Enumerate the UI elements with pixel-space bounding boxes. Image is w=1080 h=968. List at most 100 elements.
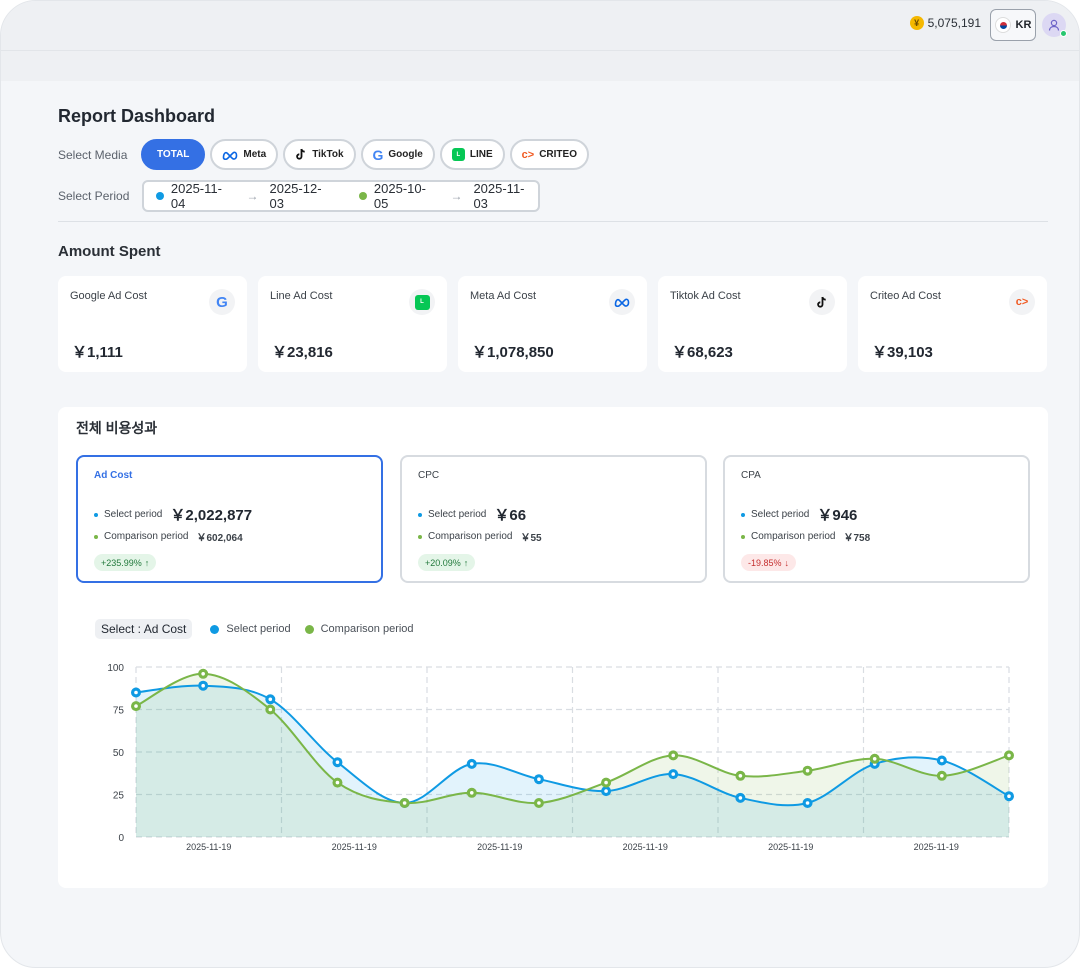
select-period-point-center [268,697,273,702]
metric-card-ad-cost[interactable]: Ad Cost Select period ￥2,022,877 Comparis… [76,455,383,583]
comparison-period-line [135,672,1010,805]
media-pill-tiktok[interactable]: TikTok [283,139,356,170]
select-period-point-center [134,690,138,695]
metric-title: CPC [418,470,440,481]
compare-end-date: 2025-11-03 [473,181,525,211]
sub-bar [1,51,1079,81]
comparison-dot [418,534,422,539]
cost-card-line: Line Ad Cost L ￥23,816 [258,276,447,372]
chart-legend: Select : Ad Cost Select period Compariso… [95,619,414,639]
metric-comparison-row: Comparison period ￥758 [741,529,870,544]
chart-select-tag[interactable]: Select : Ad Cost [95,619,193,639]
x-tick-label: 2025-11-19 [186,842,231,852]
media-pill-label: TOTAL [157,149,190,160]
cost-card-google: Google Ad Cost G ￥1,111 [58,276,247,372]
metric-select-value: ￥2,022,877 [170,507,253,524]
comparison-period-point-center [604,780,608,785]
google-icon: G [209,289,235,315]
line-icon: L [451,148,465,161]
y-tick-label: 100 [107,663,124,674]
comparison-period-area [136,673,1009,837]
comparison-dot [741,534,745,539]
select-period-point-center [738,796,743,800]
metric-comparison-value: ￥55 [520,533,542,544]
change-badge: +20.09% ↑ [418,554,476,571]
metric-select-row: Select period ￥66 [418,504,526,525]
arrow-up-icon: ↑ [463,557,469,568]
comparison-period-point-center [268,707,273,712]
arrow-right-icon: → [450,189,463,203]
cost-card-label: Google Ad Cost [70,290,148,302]
select-period-label: Select period [104,509,163,520]
x-tick-label: 2025-11-19 [477,842,522,852]
y-tick-label: 25 [113,791,125,802]
change-badge: -19.85% ↓ [741,554,797,571]
tiktok-icon [809,289,835,315]
comparison-period-point-center [134,704,138,708]
select-end-date: 2025-12-03 [269,181,322,211]
media-pill-meta[interactable]: Meta [210,139,279,170]
comparison-period-point-center [1007,753,1011,758]
metric-card-cpa[interactable]: CPA Select period ￥946 Comparison period ￥… [723,455,1030,583]
cost-card-criteo: Criteo Ad Cost c> ￥39,103 [858,276,1047,372]
legend-comparison-label[interactable]: Comparison period [320,623,414,635]
comparison-period-point-center [671,753,676,758]
amount-spent-cards: Google Ad Cost G ￥1,111 Line Ad Cost L ￥… [58,276,1047,372]
select-period-point-center [671,772,676,776]
select-period-point-center [604,789,608,793]
avatar[interactable] [1042,13,1067,37]
balance-amount: 5,075,191 [927,16,981,30]
arrow-right-icon: → [246,189,259,203]
metric-comparison-value: ￥602,064 [196,533,243,544]
korea-flag-icon [994,17,1011,33]
tiktok-icon [296,148,306,160]
select-period-point-center [1007,794,1011,798]
select-period-label: Select period [428,509,487,520]
language-button[interactable]: KR [990,9,1036,41]
cost-card-label: Tiktok Ad Cost [670,290,741,302]
comparison-period-point-center [537,801,541,805]
select-period-label: Select period [751,509,810,520]
change-value: -19.85% [748,557,782,568]
x-tick-label: 2025-11-19 [332,842,377,852]
cost-card-label: Meta Ad Cost [470,290,537,302]
legend-select-label[interactable]: Select period [226,623,291,635]
select-dot [741,512,745,517]
period-picker[interactable]: 2025-11-04 → 2025-12-03 2025-10-05 → 202… [142,180,540,212]
criteo-icon: c> [1009,289,1035,315]
select-period-dot [156,192,164,200]
comparison-period-label: Comparison period [751,531,836,542]
user-icon [1048,19,1060,31]
media-pill-line[interactable]: L LINE [439,139,505,170]
media-pill-label: TikTok [312,149,344,160]
select-period-area [136,685,1009,837]
metric-card-cpc[interactable]: CPC Select period ￥66 Comparison period ￥5… [400,455,707,583]
comparison-period-point-center [469,791,474,795]
cost-card-value: ￥23,816 [272,344,333,361]
comparison-period-label: Comparison period [428,531,513,542]
coin-icon: ¥ [909,16,924,30]
comparison-period-point-center [201,672,205,676]
x-tick-label: 2025-11-19 [914,842,959,852]
comparison-period-point-center [940,774,944,778]
change-badge: +235.99% ↑ [94,554,157,571]
performance-title: 전체 비용성과 [76,420,158,436]
ad-cost-line-chart: 0 25 50 75 100 2025-11-19 2025-11-19 2025-11-19… [107,663,1014,852]
y-tick-label: 0 [118,833,124,844]
comparison-period-point-center [335,780,340,785]
comparison-period-label: Comparison period [104,531,189,542]
cost-card-label: Criteo Ad Cost [870,290,941,302]
cost-card-value: ￥39,103 [872,344,933,361]
online-status-dot [1060,30,1067,37]
select-period-label: Select Period [58,189,130,203]
metric-select-row: Select period ￥2,022,877 [94,504,252,525]
select-start-date: 2025-11-04 [170,181,222,211]
media-pill-total[interactable]: TOTAL [141,139,206,170]
cost-card-value: ￥1,078,850 [472,344,554,361]
performance-panel: 전체 비용성과 Ad Cost Select period ￥2,022,877 … [58,407,1048,888]
media-pill-label: CRITEO [539,149,577,160]
media-pill-label: Google [388,149,423,160]
media-pill-google[interactable]: G Google [360,139,435,170]
comparison-period-point-center [738,774,743,778]
media-pill-criteo[interactable]: c> CRITEO [509,139,589,170]
